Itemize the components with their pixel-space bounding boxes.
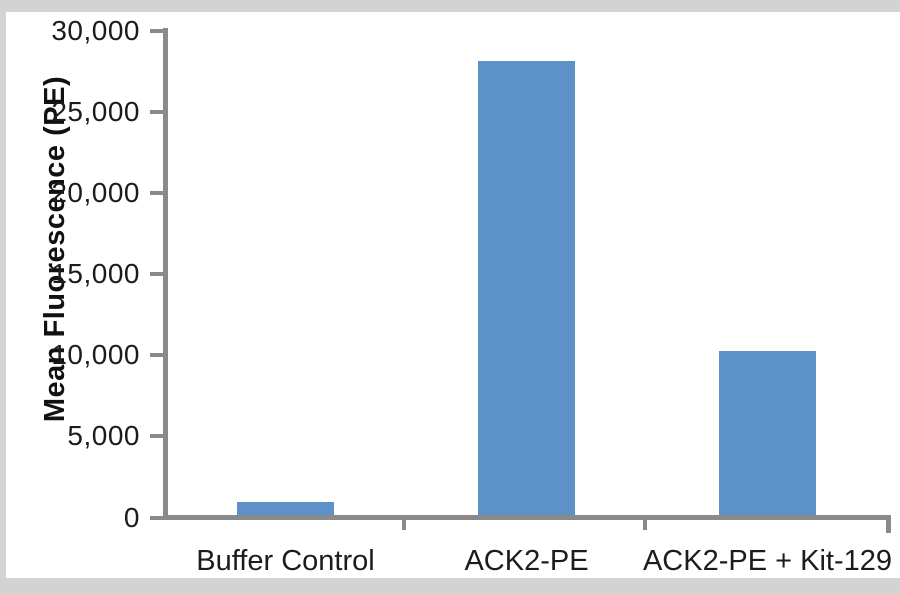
y-tick-mark xyxy=(150,515,163,520)
y-tick-mark xyxy=(150,272,163,277)
y-tick-label: 25,000 xyxy=(51,96,140,128)
y-axis-line xyxy=(163,28,168,520)
y-tick-mark xyxy=(150,353,163,358)
y-tick-mark xyxy=(150,191,163,196)
y-tick-label: 15,000 xyxy=(51,258,140,290)
y-tick-mark xyxy=(150,434,163,439)
x-axis-line xyxy=(163,515,891,520)
bar xyxy=(719,351,816,515)
y-tick-label: 0 xyxy=(123,501,140,533)
x-category-label: ACK2-PE + Kit-129 xyxy=(642,545,893,577)
y-tick-label: 5,000 xyxy=(67,420,140,452)
x-tick-mark xyxy=(643,520,647,530)
x-category-label: Buffer Control xyxy=(196,545,375,577)
y-tick-label: 20,000 xyxy=(51,177,140,209)
y-tick-label: 10,000 xyxy=(51,339,140,371)
y-tick-mark xyxy=(150,110,163,115)
y-tick-mark xyxy=(150,29,163,33)
x-category-label: ACK2-PE xyxy=(464,545,589,577)
x-axis-end-tick xyxy=(886,515,891,533)
bar xyxy=(237,502,334,515)
bar xyxy=(478,60,575,515)
y-tick-label: 30,000 xyxy=(51,15,140,46)
x-tick-mark xyxy=(402,520,406,530)
